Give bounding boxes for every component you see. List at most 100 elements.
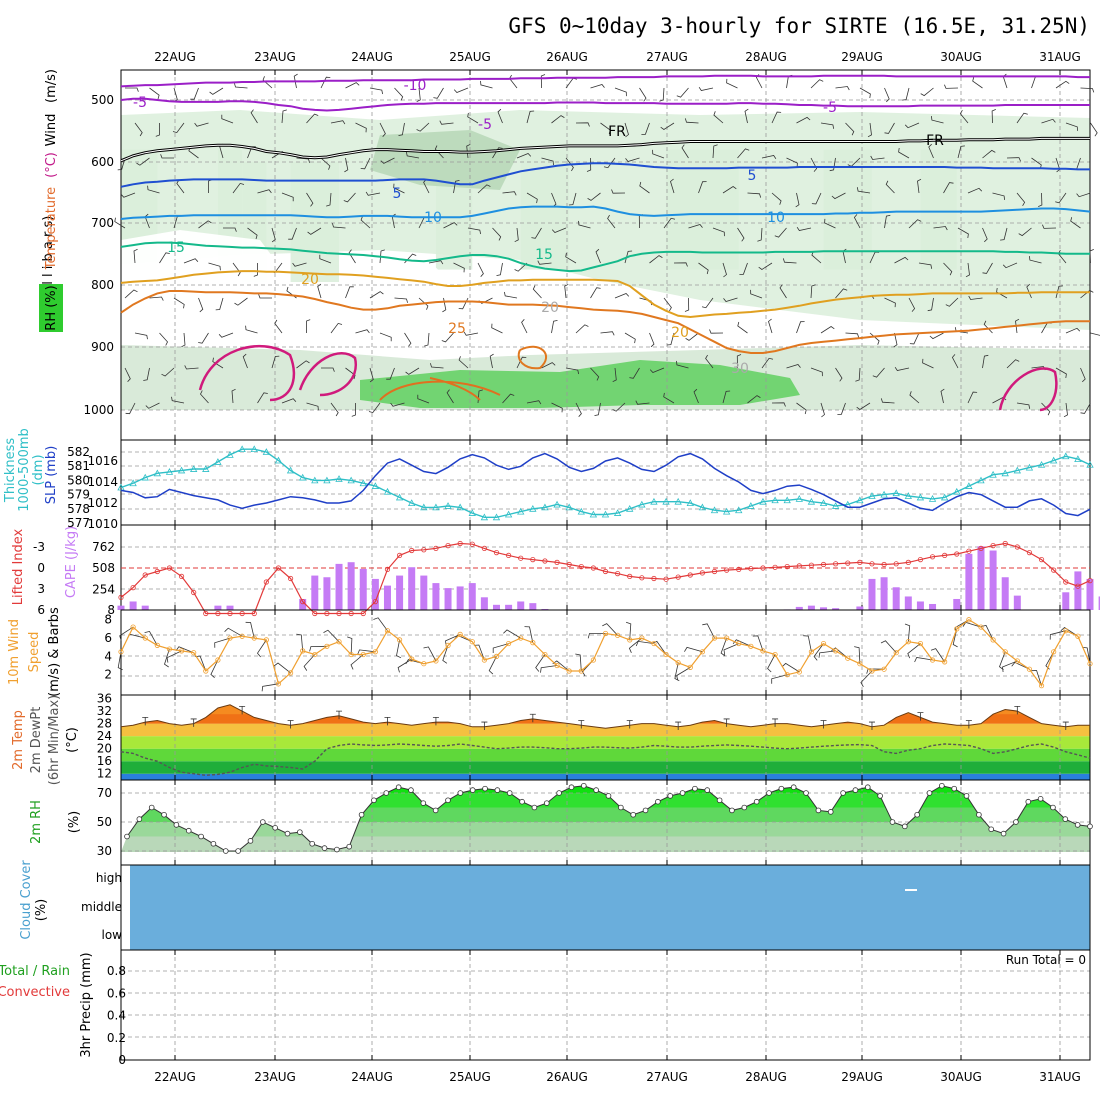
wind-barb: [117, 157, 126, 171]
rh-point: [889, 819, 896, 825]
thickness-point: [916, 493, 925, 501]
wind-barb: [149, 87, 160, 100]
lifted-point: [421, 547, 427, 553]
thickness-ytick-580: 580: [67, 473, 90, 487]
rh-point: [692, 785, 698, 792]
wind-speed-point: [857, 661, 863, 667]
wind-ytick-4: 4: [104, 649, 112, 663]
wind-barb: [649, 255, 663, 264]
cape-bar: [214, 605, 222, 610]
cape-bar: [1062, 592, 1070, 610]
contour-label-15: 20: [541, 300, 559, 316]
wind-speed-point: [118, 649, 124, 655]
lifted-point: [1002, 540, 1008, 547]
wind-barb: [306, 113, 319, 124]
wind-barb: [1080, 367, 1086, 383]
thickness-point: [819, 499, 828, 507]
wind-barb: [526, 192, 538, 204]
cape-bar: [953, 598, 961, 610]
bottom-date-label-31AUG: 31AUG: [1039, 1070, 1081, 1084]
top-date-axis: 22AUG 23AUG 24AUG 25AUG 26AUG 27AUG 28AUG 29AUG…: [154, 50, 1081, 64]
wind-barb: [786, 157, 798, 168]
contour-label-4: FR: [608, 124, 626, 140]
rh-point: [185, 827, 192, 834]
thickness-point: [674, 497, 682, 505]
wind-speed-point: [445, 642, 451, 648]
thickness-point: [626, 504, 634, 512]
temp-minmax-bar: [481, 721, 488, 731]
rh-point: [976, 811, 982, 818]
wind-barb-10m: [880, 640, 897, 653]
wind-speed-point: [166, 646, 173, 652]
thickness-point: [504, 510, 513, 518]
wind-barb: [768, 318, 773, 334]
wind-barb: [424, 332, 430, 347]
thickness-point: [1062, 452, 1070, 460]
lifted-point: [869, 561, 875, 567]
rh-region-dark: [370, 130, 520, 190]
lifted-point: [142, 572, 148, 578]
rh-point: [383, 790, 390, 796]
wind-barb: [258, 294, 272, 299]
bottom-date-axis: 22AUG 23AUG 24AUG 25AUG 26AUG 27AUG 28AUG 29AUG…: [154, 1070, 1081, 1084]
wind-barb: [271, 227, 276, 243]
wind-barb: [624, 332, 636, 344]
wind-barb: [161, 367, 175, 377]
thickness-point: [529, 504, 537, 512]
rh-panel: 30 50 70 2m RH (%): [29, 779, 1093, 866]
wind-speed-point: [384, 628, 391, 634]
wind-barb: [198, 220, 212, 229]
temp-line: [120, 704, 1090, 729]
wind-barb: [991, 109, 996, 124]
lifted-point: [1051, 567, 1057, 573]
wind-barb: [612, 402, 626, 412]
wind-barb-10m: [423, 646, 437, 662]
thickness-point: [977, 476, 985, 484]
wind-speed-point: [772, 651, 778, 658]
cape-bar: [347, 562, 355, 610]
temp-band-hot: [121, 714, 1090, 724]
rh-point: [914, 811, 920, 818]
wind-barb: [957, 227, 969, 239]
wind-barb: [221, 114, 234, 124]
wind-barb: [379, 332, 392, 342]
temp-minmax-bar: [190, 718, 197, 727]
wind-barb: [292, 262, 307, 267]
thickness-ytick-577: 577: [67, 516, 90, 530]
wind-speed-point: [481, 657, 487, 663]
wind-barb: [1055, 192, 1067, 204]
isotherm-25-cell: [517, 345, 548, 370]
thickness-point: [456, 503, 464, 511]
lifted-point: [905, 559, 911, 566]
wind-speed-point: [142, 635, 148, 641]
wind-barb: [810, 367, 823, 377]
wind-barb: [811, 192, 822, 205]
rh-point: [827, 809, 834, 815]
wind-barb: [416, 87, 421, 103]
isotherm-30-right: [998, 367, 1058, 412]
temp-minmax-bar: [1014, 705, 1021, 715]
wind-barb: [723, 297, 738, 302]
wind-barb: [453, 262, 465, 273]
wind-speed-point: [651, 640, 657, 647]
thickness-point: [868, 492, 876, 499]
wind-barb: [509, 74, 518, 89]
wind-barb: [992, 192, 1005, 200]
cape-bar: [529, 603, 537, 610]
wind-barb: [394, 297, 408, 303]
wind-barb: [433, 87, 444, 99]
wind-barb: [750, 289, 763, 299]
rh-point: [766, 790, 772, 796]
rh-point: [655, 798, 661, 805]
wind-barb: [531, 227, 542, 239]
temp-band-5: [121, 704, 1090, 724]
wind-barb: [835, 288, 848, 299]
wind-barb: [250, 109, 258, 124]
wind-barb-10m: [357, 649, 376, 655]
wind-barb: [380, 157, 395, 164]
lifted-point: [396, 552, 403, 559]
lifted-point: [275, 565, 282, 571]
wind-speed-point: [542, 651, 548, 658]
wind-barb: [369, 87, 383, 95]
wind-speed-point: [833, 648, 839, 654]
